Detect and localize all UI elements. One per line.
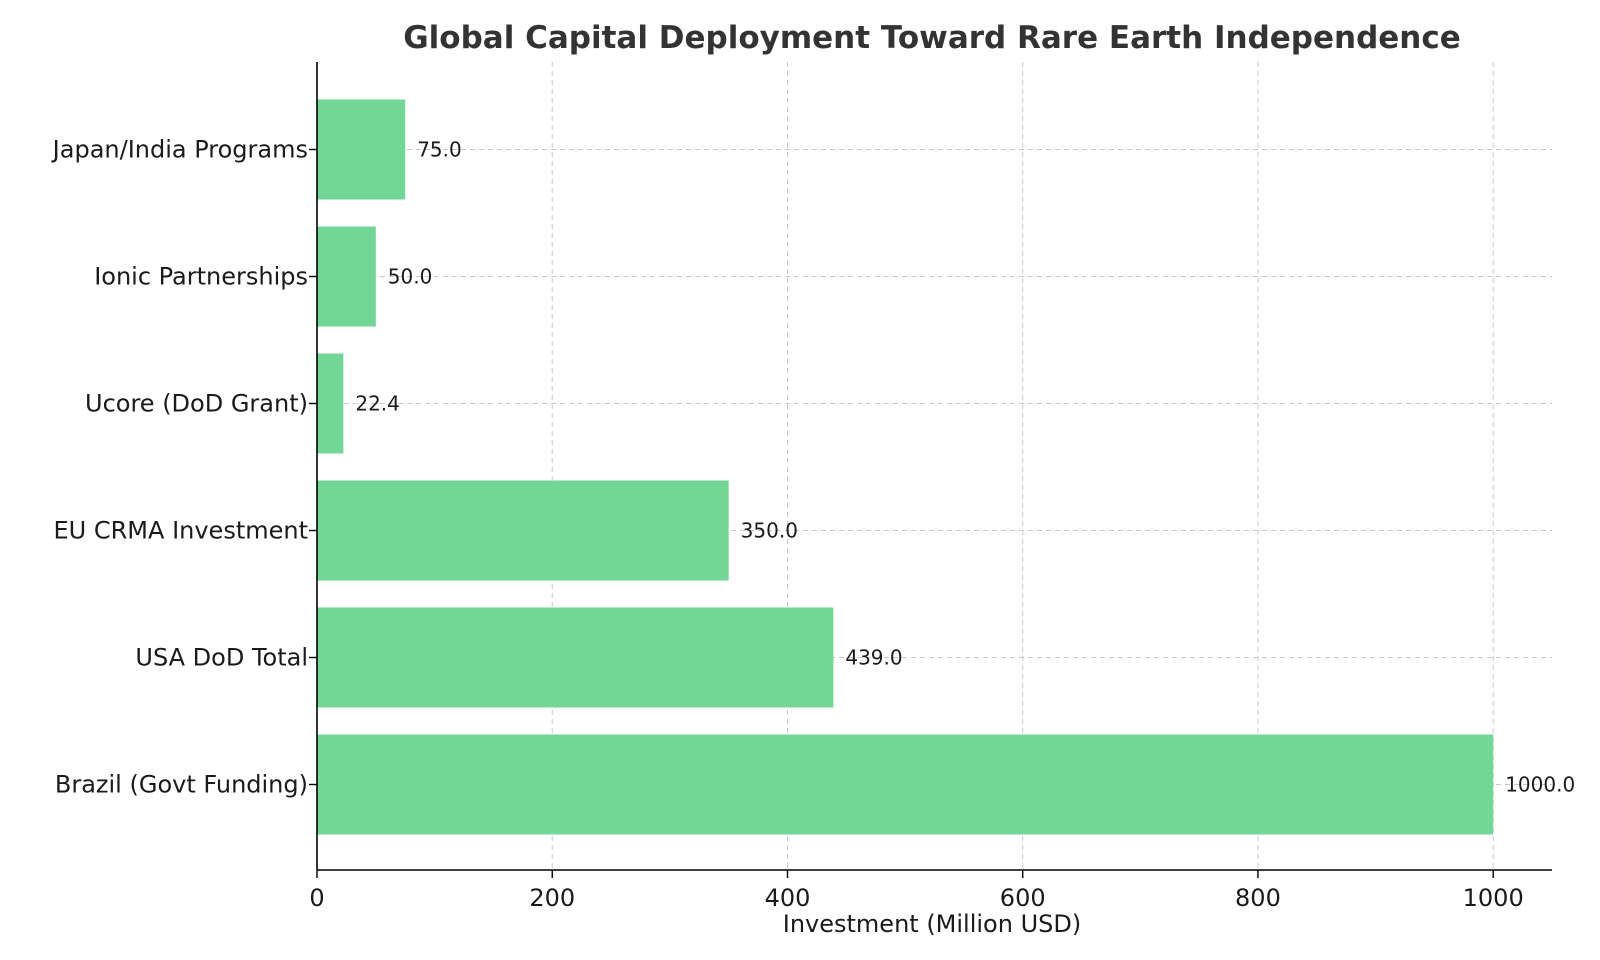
y-tick-label: Japan/India Programs [51, 136, 308, 164]
x-tick-label: 600 [1000, 884, 1046, 912]
chart-title: Global Capital Deployment Toward Rare Ea… [403, 20, 1461, 56]
x-axis-label: Investment (Million USD) [783, 910, 1081, 938]
x-tick-label: 1000 [1463, 884, 1524, 912]
bar-value-label: 439.0 [845, 646, 902, 670]
y-tick-label: USA DoD Total [135, 644, 308, 672]
x-tick-label: 800 [1235, 884, 1281, 912]
bar-value-label: 350.0 [741, 519, 798, 543]
bar [317, 353, 344, 454]
y-tick-label: Ucore (DoD Grant) [85, 390, 308, 418]
bar-value-label: 50.0 [388, 265, 433, 289]
y-tick-label: Brazil (Govt Funding) [55, 771, 308, 799]
bar-value-label: 22.4 [355, 392, 400, 416]
y-tick-label: Ionic Partnerships [94, 263, 308, 291]
bar [317, 226, 376, 327]
bar [317, 480, 729, 581]
bar [317, 99, 406, 200]
x-tick-label: 400 [765, 884, 811, 912]
x-tick-label: 0 [309, 884, 324, 912]
y-tick-label: EU CRMA Investment [54, 517, 308, 545]
bar-value-label: 1000.0 [1505, 773, 1575, 797]
bar-value-label: 75.0 [417, 138, 462, 162]
bar [317, 607, 834, 708]
bars: 1000.0 439.0 350.0 22.4 50.0 75.0 [317, 99, 1575, 835]
axes: Brazil (Govt Funding) USA DoD Total EU CRM… [51, 62, 1552, 912]
bar [317, 734, 1494, 835]
x-tick-label: 200 [529, 884, 575, 912]
